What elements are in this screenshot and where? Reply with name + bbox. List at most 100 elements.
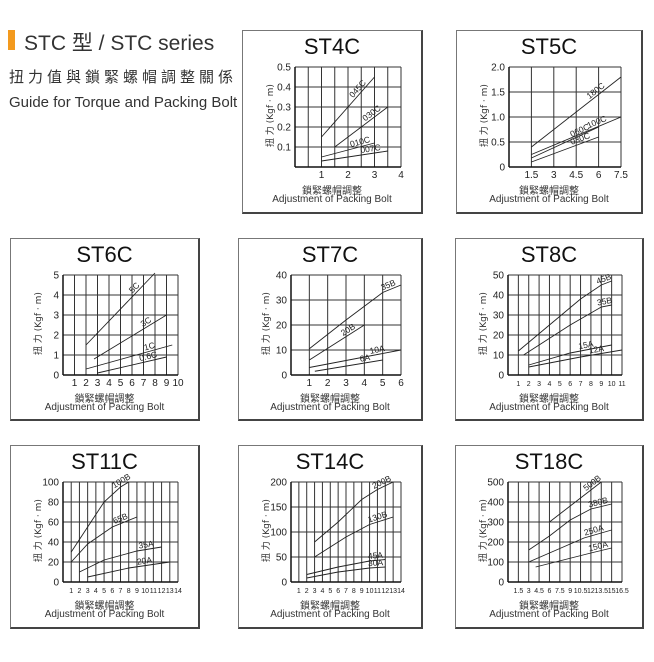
x-tick-label: 12 <box>381 588 389 595</box>
chart-title: ST14C <box>295 449 365 474</box>
x-axis-label-en: Adjustment of Packing Bolt <box>44 402 165 413</box>
chart-title: ST11C <box>71 449 138 474</box>
y-tick-label: 400 <box>487 498 504 509</box>
series-line-010c <box>321 142 375 158</box>
series-label: 35B <box>596 295 613 308</box>
y-tick-label: 100 <box>487 558 504 569</box>
series-label: 12A <box>588 343 605 355</box>
y-tick-label: 20 <box>48 558 60 569</box>
x-axis-label-zh: 鎖緊螺帽調整 <box>74 394 135 405</box>
y-tick-label: 80 <box>48 498 60 509</box>
y-axis-label: 扭 力 (Kgf · m) <box>262 499 272 562</box>
x-axis-label-en: Adjustment of Packing Bolt <box>270 402 390 413</box>
x-tick-label: 1 <box>72 378 78 389</box>
chart-title: ST18C <box>514 449 584 474</box>
y-tick-label: 10 <box>493 351 505 362</box>
x-tick-label: 9 <box>135 588 139 595</box>
y-tick-label: 3 <box>53 311 59 322</box>
series-line-15a <box>528 344 612 366</box>
x-tick-label: 8 <box>127 588 131 595</box>
series-line-12a <box>528 349 623 368</box>
x-tick-label: 1 <box>307 378 313 389</box>
y-tick-label: 1.5 <box>491 88 505 99</box>
series-label: 35B <box>379 277 397 292</box>
x-tick-label: 12 <box>158 588 166 595</box>
y-tick-label: 0.4 <box>277 83 291 94</box>
series-line-5c <box>85 272 156 346</box>
y-tick-label: 20 <box>493 331 505 342</box>
series-label: 180C <box>584 80 606 100</box>
series-line-30a <box>306 566 386 579</box>
y-tick-label: 500 <box>487 478 504 489</box>
y-tick-label: 50 <box>276 553 288 564</box>
chart-title: ST5C <box>520 34 578 59</box>
y-tick-label: 0 <box>53 578 59 589</box>
y-tick-label: 40 <box>276 271 288 282</box>
chart-title: ST7C <box>301 242 359 267</box>
series-line-100b <box>70 481 129 553</box>
x-tick-label: 9 <box>164 378 170 389</box>
series-line-045c <box>321 76 375 138</box>
x-tick-label: 4 <box>106 378 112 389</box>
series-line-007c <box>321 150 388 162</box>
y-axis-label: 扭 力 (Kgf · m) <box>262 292 272 355</box>
x-tick-label: 3 <box>551 170 557 181</box>
series-label: 500B <box>581 473 603 493</box>
series-label: 45B <box>595 271 613 286</box>
y-tick-label: 2.0 <box>491 63 505 74</box>
series-line-030c <box>334 106 389 148</box>
series-label: 030C <box>360 103 382 123</box>
y-tick-label: 60 <box>48 518 60 529</box>
y-tick-label: 30 <box>276 296 288 307</box>
x-tick-label: 7 <box>141 378 147 389</box>
series-line-65b <box>70 516 138 563</box>
chart-panel-st4c: ST4C 0.1 0.2 0.3 0.4 0.5 1 2 3 4 045C 030C 010C 007C 扭… <box>242 30 423 214</box>
x-tick-label: 3 <box>537 381 541 388</box>
series-label: 35A <box>138 538 155 550</box>
y-tick-label: 0 <box>499 163 505 174</box>
y-tick-label: 100 <box>270 528 287 539</box>
series-line-130b <box>314 516 394 558</box>
x-axis-label-zh: 鎖緊螺帽調整 <box>300 394 360 405</box>
series-line-150a <box>535 547 612 568</box>
y-tick-label: 0.1 <box>277 143 291 154</box>
x-tick-label: 8 <box>152 378 158 389</box>
series-line-060c <box>531 126 599 159</box>
series-label: 0.6C <box>138 349 158 363</box>
x-tick-label: 13.5 <box>594 588 608 595</box>
series-label: 007C <box>360 142 382 155</box>
series-line-500b <box>549 481 602 523</box>
x-tick-label: 4 <box>320 588 324 595</box>
x-axis-label-zh: 鎖緊螺帽調整 <box>300 601 360 612</box>
x-tick-label: 14 <box>174 588 182 595</box>
y-tick-label: 150 <box>270 503 287 514</box>
y-tick-label: 40 <box>48 538 60 549</box>
x-tick-label: 7 <box>344 588 348 595</box>
y-tick-label: 100 <box>42 478 59 489</box>
series-label: 3C <box>139 315 153 329</box>
y-tick-label: 0 <box>281 578 287 589</box>
x-tick-label: 13 <box>389 588 397 595</box>
chart-panel-st11c: ST11C 0 20 40 60 80 100 1 2 3 4 5 6 7 8 9 10 11 12 13 14 100B… <box>10 445 200 629</box>
y-axis-label: 扭 力 (Kgf · m) <box>266 84 276 147</box>
series-line-10a <box>309 349 402 368</box>
x-tick-label: 3 <box>343 378 349 389</box>
x-tick-label: 4 <box>94 588 98 595</box>
series-line-35b <box>309 284 402 350</box>
y-tick-label: 50 <box>493 271 505 282</box>
series-label: 6A <box>359 352 371 364</box>
chart-panel-st7c: ST7C 0 10 20 30 40 1 2 3 4 5 6 35B 20B 10A 6A 扭 力 (Kgf ·… <box>238 238 423 421</box>
series-label: 150A <box>587 539 609 553</box>
series-label: 380B <box>587 495 609 509</box>
x-tick-label: 3 <box>313 588 317 595</box>
series-label: 10A <box>369 343 386 356</box>
x-axis-label-zh: 鎖緊螺帽調整 <box>519 394 579 405</box>
x-tick-label: 8 <box>589 381 593 388</box>
subtitle-en: Guide for Torque and Packing Bolt <box>9 94 238 111</box>
series-line-45a <box>306 559 386 575</box>
chart-panel-st14c: ST14C 0 50 100 150 200 1 2 3 4 5 6 7 8 9 10 11 12 13 14 200B… <box>238 445 423 629</box>
